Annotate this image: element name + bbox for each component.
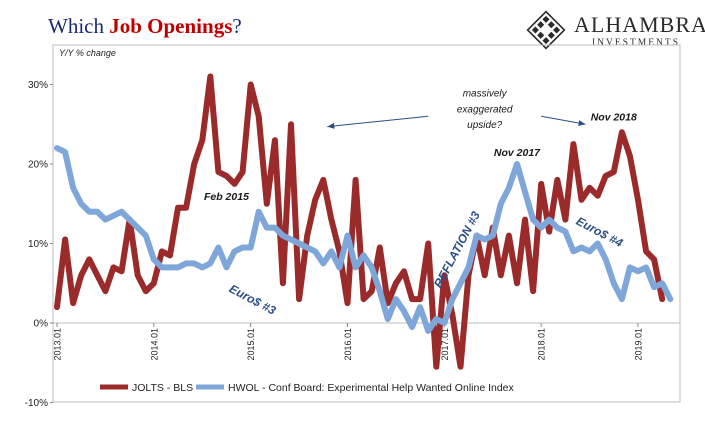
chart-annotation: exaggerated [457,104,513,115]
chart-annotation: Nov 2017 [494,147,541,159]
title-prefix: Which [48,14,110,38]
diamond-logo-icon [526,10,566,50]
logo-wordmark: ALHAMBRA [574,12,705,37]
x-tick-label: 2018.01 [537,328,547,361]
x-tick-label: 2019.01 [634,328,644,361]
hwol-series-line [54,145,674,334]
chart-title: Which Job Openings? [48,14,242,39]
x-tick-label: 2017.01 [440,328,450,361]
chart-annotation: massively [463,88,508,99]
y-tick-label: -10% [25,398,48,409]
y-tick-label: 20% [28,160,48,171]
annotation-arrow [327,115,429,129]
logo-subtitle: INVESTMENTS [592,38,680,48]
y-tick-label: 10% [28,239,48,250]
title-highlight: Job Openings [109,14,233,38]
legend-label: JOLTS - BLS [132,382,193,394]
chart-annotation: Euro$ #3 [227,282,279,318]
y-tick-label: 30% [28,80,48,91]
x-tick-label: 2013.01 [53,328,63,361]
chart-annotation: upside? [467,120,502,131]
legend-label: HWOL - Conf Board: Experimental Help Wan… [228,382,515,394]
x-tick-label: 2015.01 [246,328,256,361]
x-tick-label: 2014.01 [149,328,159,361]
brand-logo: ALHAMBRA INVESTMENTS [520,6,705,56]
x-tick-label: 2016.01 [343,328,353,361]
chart-subtitle: Y/Y % change [59,48,116,58]
title-suffix: ? [232,14,242,38]
plot-frame [52,44,681,403]
annotation-arrow [541,115,586,126]
chart-annotation: Nov 2018 [591,111,637,123]
y-tick-label: 0% [34,319,49,330]
chart-annotation: Feb 2015 [204,191,249,203]
